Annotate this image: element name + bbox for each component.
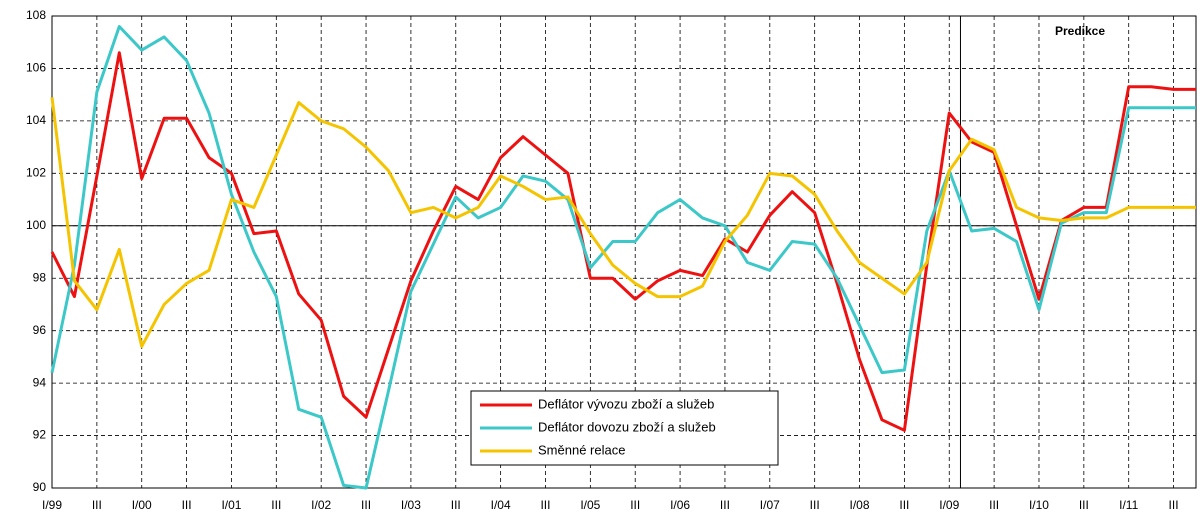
x-tick-label: III [361, 498, 371, 512]
x-tick-label: III [1079, 498, 1089, 512]
legend-label: Deflátor dovozu zboží a služeb [538, 419, 716, 434]
x-tick-label: I/06 [670, 498, 690, 512]
x-tick-label: III [720, 498, 730, 512]
x-tick-label: III [182, 498, 192, 512]
x-tick-label: I/09 [939, 498, 959, 512]
series-line [50, 97, 1196, 348]
x-tick-label: III [630, 498, 640, 512]
legend-label: Směnné relace [538, 442, 625, 457]
x-tick-label: I/00 [132, 498, 152, 512]
x-tick-label: I/11 [1119, 498, 1138, 512]
y-tick-label: 98 [33, 270, 47, 284]
x-tick-label: III [810, 498, 820, 512]
x-tick-label: I/03 [401, 498, 421, 512]
y-tick-label: 90 [33, 480, 47, 494]
x-tick-label: I/04 [491, 498, 511, 512]
x-tick-label: III [92, 498, 102, 512]
annotation: Predikce [1055, 24, 1105, 38]
y-tick-label: 100 [26, 218, 46, 232]
x-tick-label: III [540, 498, 550, 512]
x-tick-label: I/99 [42, 498, 62, 512]
series-line [50, 24, 1196, 490]
x-tick-label: III [271, 498, 281, 512]
x-tick-label: I/01 [221, 498, 241, 512]
y-tick-label: 94 [33, 375, 47, 389]
x-tick-label: I/08 [850, 498, 870, 512]
legend: Deflátor vývozu zboží a služeb Deflátor d… [470, 390, 779, 466]
y-tick-label: 92 [33, 428, 47, 442]
x-tick-label: I/05 [580, 498, 600, 512]
y-tick-label: 104 [26, 113, 46, 127]
y-tick-label: 108 [26, 8, 46, 22]
y-tick-label: 96 [33, 323, 47, 337]
x-tick-label: III [1169, 498, 1179, 512]
y-tick-label: 102 [26, 166, 46, 180]
y-tick-label: 106 [26, 61, 46, 75]
x-tick-label: I/07 [760, 498, 780, 512]
x-tick-label: III [451, 498, 461, 512]
x-tick-label: I/02 [311, 498, 331, 512]
x-tick-label: III [899, 498, 909, 512]
legend-label: Deflátor vývozu zboží a služeb [538, 396, 714, 411]
x-tick-label: III [989, 498, 999, 512]
x-tick-label: I/10 [1029, 498, 1049, 512]
